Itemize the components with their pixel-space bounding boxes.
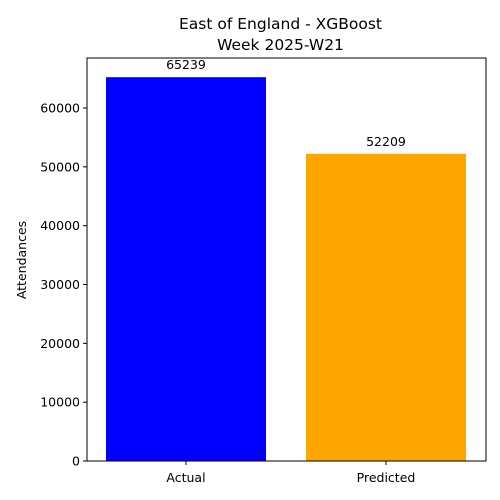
bars-group	[106, 77, 466, 462]
y-tick-label: 20000	[40, 336, 80, 351]
y-axis-ticks: 0 10000 20000 30000 40000 50000 60000	[40, 101, 87, 469]
x-tick-label: Actual	[166, 470, 205, 485]
y-tick-label: 60000	[40, 101, 80, 116]
data-labels: 65239 52209	[166, 57, 406, 149]
bar-predicted	[306, 153, 466, 462]
plot-frame	[86, 57, 487, 462]
data-label-actual: 65239	[166, 57, 206, 72]
y-tick-label: 0	[72, 454, 80, 469]
y-tick-label: 10000	[40, 395, 80, 410]
y-axis-label: Attendances	[14, 221, 29, 299]
chart-title: East of England - XGBoost	[179, 15, 382, 33]
y-tick-label: 40000	[40, 218, 80, 233]
x-axis-ticks: Actual Predicted	[166, 461, 415, 485]
bar-actual	[106, 77, 266, 461]
y-tick-label: 50000	[40, 159, 80, 174]
x-tick-label: Predicted	[357, 470, 416, 485]
data-label-predicted: 52209	[366, 134, 406, 149]
chart-subtitle: Week 2025-W21	[217, 36, 344, 54]
y-tick-label: 30000	[40, 277, 80, 292]
